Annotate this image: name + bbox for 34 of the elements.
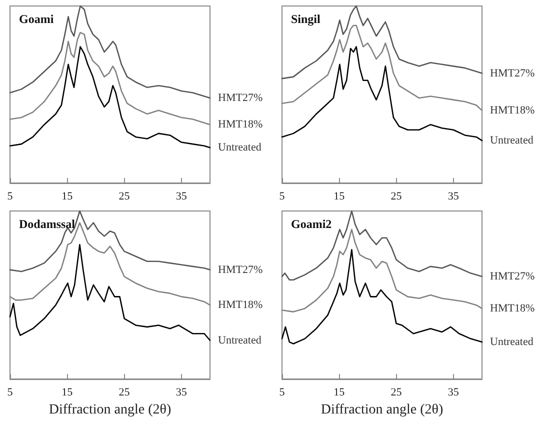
series-label: Untreated	[218, 142, 262, 154]
series-label: Untreated	[218, 334, 262, 346]
x-tick-label: 5	[7, 386, 14, 398]
series-label: HMT27%	[490, 270, 535, 283]
series-label: HMT27%	[218, 92, 263, 104]
x-tick-label: 15	[62, 190, 74, 202]
x-axis-title: Diffraction angle (2θ)	[48, 402, 172, 418]
series-label: Untreated	[490, 336, 534, 348]
text: Goami	[19, 12, 54, 26]
text: Goami2	[291, 217, 332, 231]
x-tick-label: 5	[7, 190, 14, 202]
x-tick-label: 35	[176, 386, 188, 398]
x-tick-label: 25	[390, 386, 402, 398]
x-tick-label: 15	[62, 386, 74, 398]
series-label: Untreated	[490, 134, 534, 147]
x-tick-label: 35	[448, 386, 460, 398]
series-label: HMT18%	[490, 104, 535, 116]
x-tick-label: 35	[176, 190, 188, 202]
x-tick-label: 25	[118, 386, 130, 398]
x-axis-title: Diffraction angle (2θ)	[320, 402, 444, 418]
series-label: HMT27%	[218, 264, 263, 276]
x-tick-label: 15	[334, 386, 346, 398]
series-label: HMT18%	[218, 118, 263, 131]
x-tick-label: 5	[279, 386, 286, 398]
series-label: HMT18%	[490, 302, 535, 314]
x-tick-label: 25	[118, 190, 130, 202]
text: Singil	[291, 12, 322, 26]
x-tick-label: 25	[390, 190, 402, 202]
series-label: HMT18%	[218, 299, 263, 312]
x-tick-label: 15	[334, 190, 346, 202]
series-label: HMT27%	[490, 67, 535, 80]
text: Dodamssal	[19, 217, 76, 231]
x-tick-label: 5	[279, 190, 286, 202]
x-tick-label: 35	[448, 190, 460, 202]
